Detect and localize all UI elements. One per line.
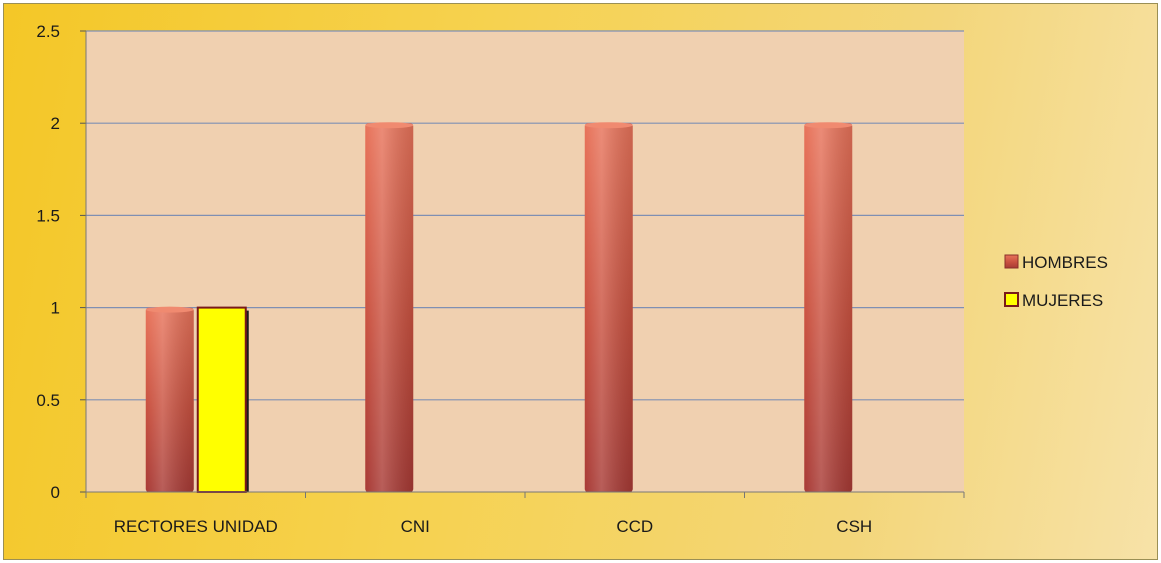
bar-cap [145, 306, 194, 313]
axes: 0 0.5 1 1.5 2 2.5 RECTORES UNIDAD CNI CCD CSH [36, 22, 965, 536]
y-tick-label: 1.5 [36, 206, 60, 225]
bars [145, 122, 853, 493]
bar-shine [804, 123, 853, 492]
bar-cap [365, 122, 414, 129]
x-tick-label: CCD [616, 517, 653, 536]
legend-label: HOMBRES [1022, 253, 1108, 272]
x-tick-label: CNI [401, 517, 430, 536]
legend-label: MUJERES [1022, 291, 1103, 310]
bar-chart: 0 0.5 1 1.5 2 2.5 RECTORES UNIDAD CNI CCD CSH HOM… [36, 22, 1108, 536]
legend-item-hombres: HOMBRES [1004, 253, 1108, 272]
x-tick-label: RECTORES UNIDAD [114, 517, 278, 536]
bar-hombres-rectores-unidad [145, 306, 194, 492]
bar-body [196, 306, 247, 493]
bar-shine [584, 123, 633, 492]
legend: HOMBRES MUJERES [1004, 253, 1108, 310]
chart-frame: 0 0.5 1 1.5 2 2.5 RECTORES UNIDAD CNI CCD CSH HOM… [3, 3, 1158, 560]
y-tick-label: 2.5 [36, 22, 60, 41]
y-tick-label: 0.5 [36, 391, 60, 410]
bar-hombres-ccd [584, 122, 633, 492]
bar-cap [584, 122, 633, 129]
y-tick-label: 0 [51, 483, 60, 502]
y-tick-label: 2 [51, 114, 60, 133]
legend-swatch [1004, 292, 1019, 307]
bar-shine [365, 123, 414, 492]
bar-cap [804, 122, 853, 129]
legend-swatch [1004, 254, 1019, 269]
legend-item-mujeres: MUJERES [1004, 291, 1103, 310]
y-tick-label: 1 [51, 299, 60, 318]
bar-mujeres-rectores-unidad [196, 306, 249, 493]
bar-shine [145, 307, 194, 492]
bar-hombres-cni [365, 122, 414, 492]
x-tick-label: CSH [836, 517, 872, 536]
bar-hombres-csh [804, 122, 853, 492]
